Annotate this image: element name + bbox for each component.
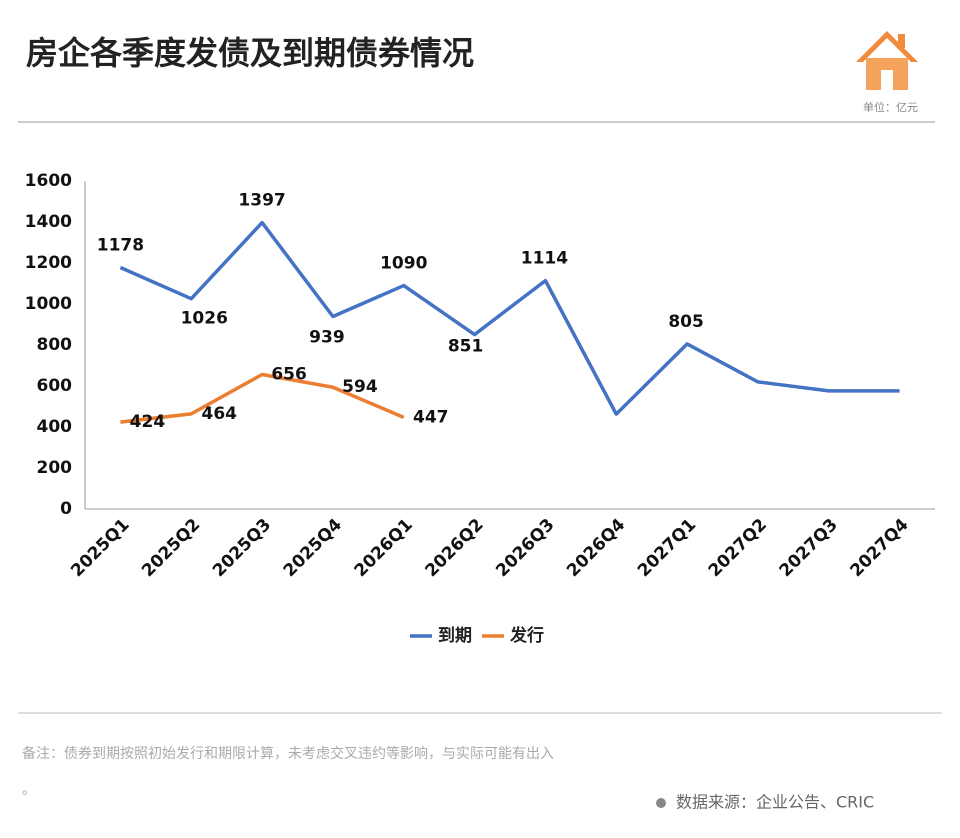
note: 备注：债券到期按照初始发行和期限计算，未考虑交叉违约等影响，与实际可能有出入 bbox=[22, 745, 554, 762]
data-label: 939 bbox=[309, 328, 345, 348]
x-tick-label: 2026Q2 bbox=[421, 515, 487, 581]
source-dot bbox=[656, 798, 666, 808]
y-tick-label: 800 bbox=[37, 335, 73, 355]
note: 。 bbox=[22, 782, 36, 798]
x-tick-label: 2025Q1 bbox=[67, 515, 133, 581]
x-tick-label: 2027Q2 bbox=[705, 515, 771, 581]
data-label: 1090 bbox=[380, 254, 427, 274]
y-tick-label: 1000 bbox=[25, 294, 72, 314]
title: 房企各季度发债及到期债券情况 bbox=[26, 34, 474, 72]
y-tick-label: 1400 bbox=[25, 212, 72, 232]
line-series bbox=[119, 220, 900, 416]
x-tick-label: 2027Q1 bbox=[634, 515, 700, 581]
data-label: 594 bbox=[342, 377, 378, 397]
x-tick-label: 2026Q4 bbox=[563, 515, 629, 581]
y-tick-label: 1200 bbox=[25, 253, 72, 273]
x-tick-label: 2025Q4 bbox=[280, 515, 346, 581]
line-series bbox=[120, 372, 405, 424]
legend-label: 到期 bbox=[438, 626, 472, 646]
data-label: 1178 bbox=[97, 236, 144, 256]
legend-label: 发行 bbox=[509, 625, 544, 646]
data-label: 424 bbox=[130, 412, 166, 432]
y-tick-label: 400 bbox=[37, 417, 73, 437]
x-tick-label: 2027Q3 bbox=[776, 515, 842, 581]
data-label: 464 bbox=[202, 404, 238, 424]
x-tick-label: 2027Q4 bbox=[846, 515, 912, 581]
data-label: 1114 bbox=[521, 249, 568, 269]
data-label: 656 bbox=[271, 365, 307, 385]
house-icon bbox=[856, 31, 918, 90]
source: 数据来源：企业公告、CRIC bbox=[676, 793, 874, 812]
data-label: 851 bbox=[448, 337, 484, 357]
unit: 单位：亿元 bbox=[863, 100, 918, 114]
data-label: 1397 bbox=[238, 191, 285, 211]
x-tick-label: 2026Q3 bbox=[492, 515, 558, 581]
x-tick-label: 2025Q3 bbox=[209, 515, 275, 581]
x-tick-label: 2026Q1 bbox=[351, 515, 417, 581]
x-tick-label: 2025Q2 bbox=[138, 515, 204, 581]
y-tick-label: 0 bbox=[60, 499, 72, 519]
data-label: 805 bbox=[668, 312, 704, 332]
y-tick-label: 200 bbox=[37, 458, 73, 478]
y-tick-label: 1600 bbox=[25, 171, 72, 191]
data-label: 1026 bbox=[181, 309, 228, 329]
y-tick-label: 600 bbox=[37, 376, 73, 396]
data-label: 447 bbox=[413, 407, 449, 427]
